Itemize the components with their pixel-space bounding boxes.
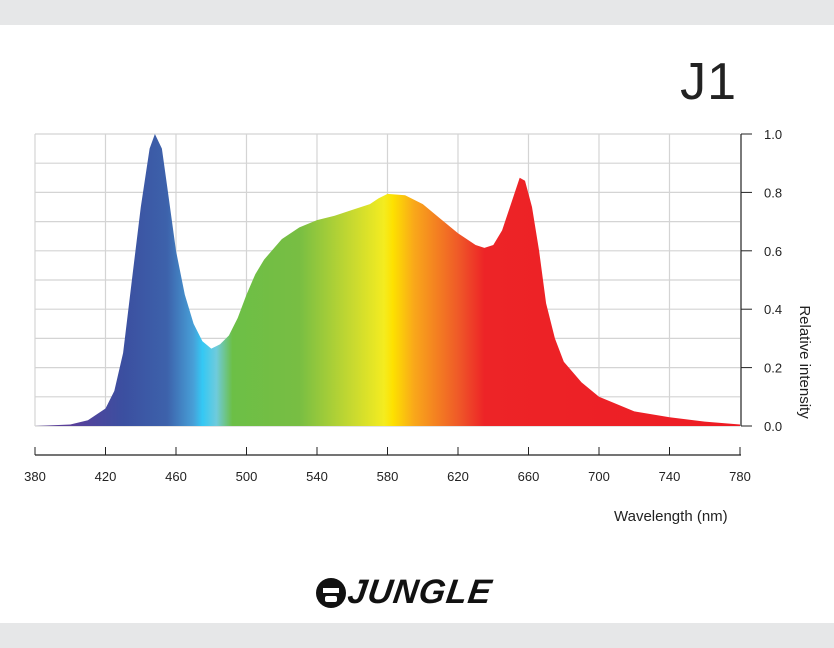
x-tick-label: 620 [447,469,469,484]
x-tick-label: 660 [518,469,540,484]
x-tick-label: 700 [588,469,610,484]
x-axis-label: Wavelength (nm) [614,508,728,525]
gorilla-icon [316,577,346,608]
x-tick-label: 580 [377,469,399,484]
y-tick-label: 0.4 [764,302,782,317]
jungle-logo: JUNGLE [314,573,495,612]
logo-text: JUNGLE [345,573,495,611]
y-tick-label: 0.8 [764,185,782,200]
x-tick-label: 780 [729,469,751,484]
spectrum-area [35,134,740,426]
bottom-band [0,623,834,648]
x-tick-label: 540 [306,469,328,484]
x-tick-label: 420 [95,469,117,484]
top-band [0,0,834,25]
y-tick-label: 0.0 [764,419,782,434]
y-axis-label: Relative intensity [796,305,813,419]
x-tick-label: 460 [165,469,187,484]
x-tick-label: 740 [659,469,681,484]
y-tick-label: 1.0 [764,127,782,142]
x-tick-label: 500 [236,469,258,484]
y-tick-label: 0.6 [764,244,782,259]
x-tick-label: 380 [24,469,46,484]
chart-title: J1 [680,53,737,111]
y-tick-label: 0.2 [764,361,782,376]
